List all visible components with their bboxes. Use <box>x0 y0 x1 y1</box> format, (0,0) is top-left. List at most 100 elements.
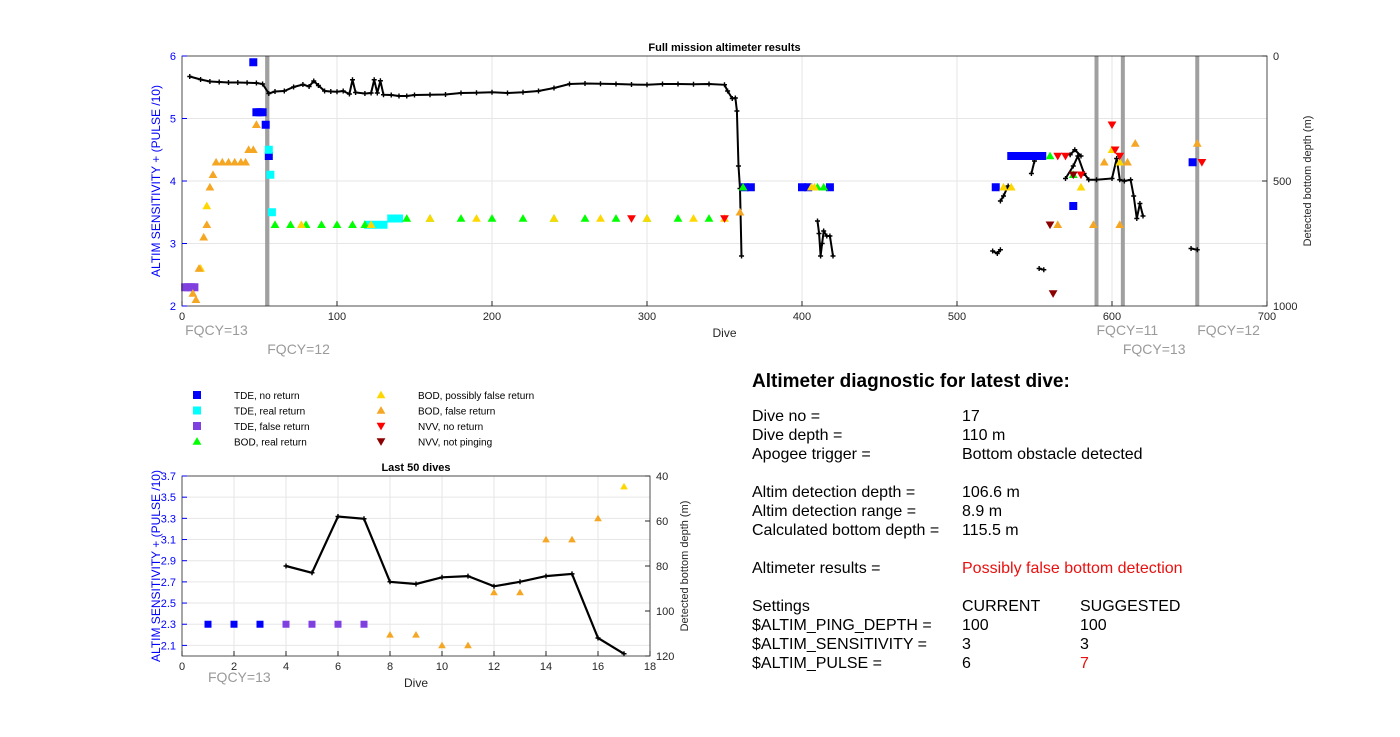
bod-false-marker <box>1123 157 1132 166</box>
bod-false-marker <box>217 157 227 166</box>
dive-no-row: Dive no = 17 <box>752 407 1312 426</box>
depth-point <box>551 85 557 91</box>
tde-real-return-marker <box>264 145 273 154</box>
setting-current: 3 <box>962 636 971 653</box>
setting-row: $ALTIM_PULSE = 6 7 <box>752 654 1312 673</box>
legend-label: BOD, possibly false return <box>418 391 534 402</box>
y2-tick-label: 40 <box>656 471 668 483</box>
bod-real-return-marker <box>456 214 466 222</box>
settings-label: Settings <box>752 598 810 615</box>
nvv-no-return-marker <box>1107 121 1117 130</box>
tde-no-return-marker <box>1022 152 1031 160</box>
depth-point <box>1128 177 1134 183</box>
dive-no-value: 17 <box>962 408 980 425</box>
nvv-no-return-marker <box>627 215 636 223</box>
detection-range-value: 8.9 m <box>962 503 1003 520</box>
y-tick-label: 3 <box>170 239 176 251</box>
depth-point <box>827 233 833 239</box>
current-header: CURRENT <box>962 598 1041 615</box>
bod-false-marker <box>412 631 420 638</box>
tde-real-return-marker <box>371 220 380 229</box>
bod-possibly-false-marker <box>472 214 481 222</box>
bod-real-return-marker <box>487 214 497 222</box>
depth-point <box>598 81 603 87</box>
tde-no-return-marker <box>258 108 267 117</box>
y-tick-label: 3.7 <box>161 471 176 483</box>
bod-false-marker <box>199 232 209 241</box>
tde-no-return-marker <box>204 620 212 628</box>
depth-point <box>543 573 549 579</box>
bod-real-return-marker <box>819 182 829 191</box>
full-mission-title: Full mission altimeter results <box>648 42 800 54</box>
bod-false-marker <box>1053 220 1063 228</box>
tde-no-return-marker <box>798 183 806 192</box>
full-mission-y2label: Detected bottom depth (m) <box>1302 116 1314 247</box>
bod-real-return-legend-icon <box>192 437 202 445</box>
depth-point <box>489 89 495 95</box>
nvv-no-return-marker <box>1053 152 1063 161</box>
setting-name: $ALTIM_SENSITIVITY = <box>752 636 928 653</box>
x-tick-label: 0 <box>179 661 185 673</box>
dive-depth-value: 110 m <box>962 427 1006 444</box>
y2-tick-label: 80 <box>656 561 668 573</box>
depth-point <box>722 82 727 88</box>
bod-real-return-marker <box>580 214 590 222</box>
depth-point <box>1121 178 1127 184</box>
bod-false-marker <box>191 295 201 303</box>
y2-tick-label: 0 <box>1273 51 1279 63</box>
bod-possibly-false-marker <box>596 214 605 222</box>
x-tick-label: 12 <box>488 661 500 673</box>
legend: TDE, no return TDE, real return TDE, false… <box>192 390 534 449</box>
setting-row: $ALTIM_PING_DEPTH = 100 100 <box>752 616 1312 635</box>
y-tick-label: 4 <box>170 176 176 188</box>
bod-false-marker <box>208 170 218 178</box>
last-50-axes-box <box>181 475 651 657</box>
bod-false-marker <box>241 157 250 166</box>
x-tick-label: 6 <box>335 661 341 673</box>
apogee-row: Apogee trigger = Bottom obstacle detecte… <box>752 445 1312 464</box>
bod-possibly-false-marker <box>689 214 698 222</box>
depth-point <box>412 92 417 98</box>
depth-point <box>272 89 278 94</box>
x-tick-label: 16 <box>592 661 604 673</box>
full-mission-chart: FQCY=13 FQCY=12 FQCY=11 FQCY=13 FQCY=12 0 100 2… <box>149 42 1314 357</box>
legend-label: NVV, not pinging <box>418 438 492 449</box>
depth-line <box>285 515 625 655</box>
last-50-ylabel: ALTIM SENSITIVITY + (PULSE /10) <box>149 470 163 662</box>
full-mission-xlabel: Dive <box>712 326 736 340</box>
tde-false-return-marker <box>360 620 368 628</box>
last-50-title: Last 50 dives <box>381 462 450 474</box>
bod-false-marker <box>194 264 204 272</box>
depth-point <box>1134 216 1140 221</box>
diagnostic-title: Altimeter diagnostic for latest dive: <box>752 371 1070 392</box>
depth-point <box>675 81 681 87</box>
nvv-not-pinging-legend-icon <box>376 438 386 446</box>
depth-point <box>374 90 380 96</box>
bod-false-marker <box>205 182 215 191</box>
depth-point <box>990 248 996 254</box>
tde-no-return-marker <box>1007 152 1016 160</box>
bod-false-marker <box>594 514 602 522</box>
setting-current: 100 <box>962 617 989 634</box>
depth-point <box>819 241 825 246</box>
depth-point <box>1140 213 1146 219</box>
depth-point <box>361 516 367 522</box>
depth-point <box>413 581 419 587</box>
nvv-not-pinging-marker <box>1068 171 1078 180</box>
bod-real-return-marker <box>673 214 683 222</box>
depth-point <box>334 89 340 95</box>
depth-point <box>821 228 827 234</box>
setting-name: $ALTIM_PULSE = <box>752 655 882 672</box>
fqcy-label: FQCY=13 <box>185 322 248 338</box>
bod-real-return-marker <box>332 220 342 228</box>
x-tick-label: 700 <box>1258 311 1276 323</box>
bod-real-return-marker <box>402 214 412 222</box>
bod-false-marker <box>542 535 550 543</box>
tde-no-return-marker <box>1038 152 1047 160</box>
depth-line <box>816 220 834 257</box>
depth-point <box>1070 163 1076 169</box>
bod-possibly-false-marker <box>549 214 559 222</box>
y-tick-label: 2 <box>170 301 176 313</box>
depth-point <box>465 573 471 579</box>
